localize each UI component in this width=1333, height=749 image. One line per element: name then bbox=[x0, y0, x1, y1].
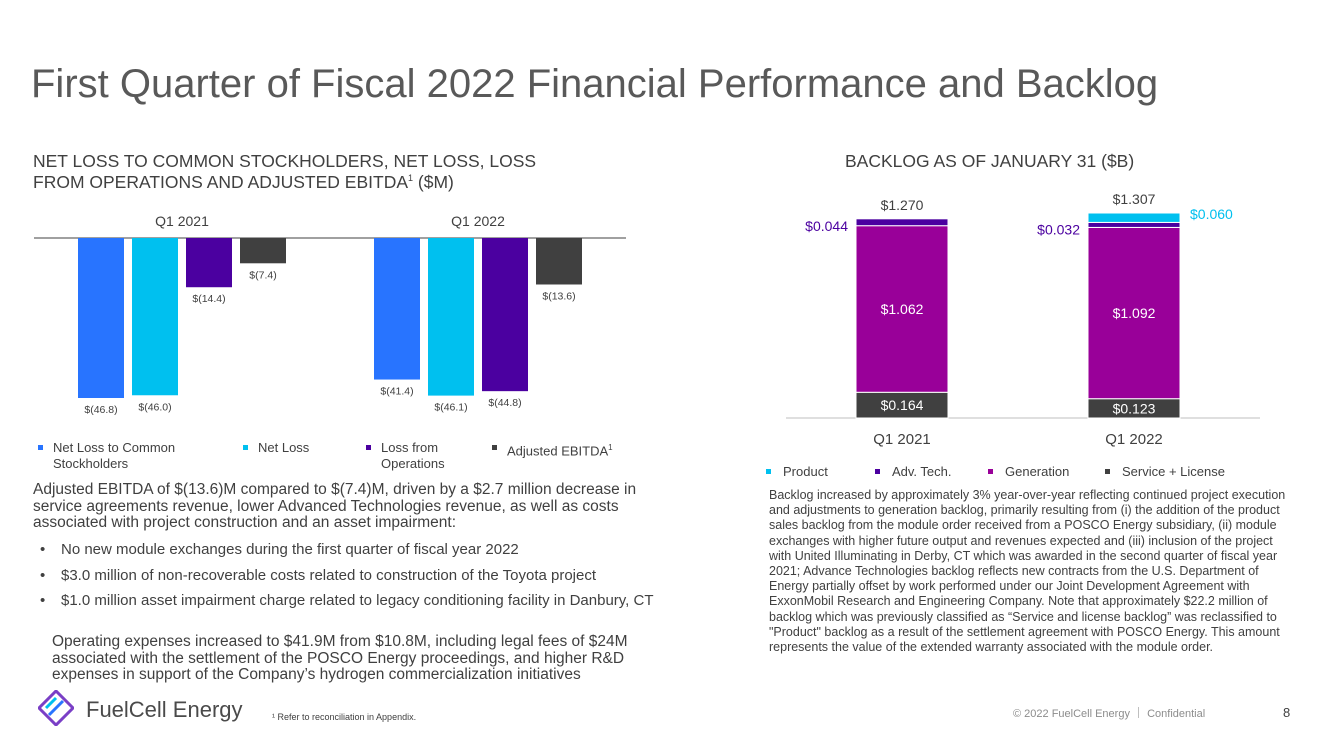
left-paragraph-1: Adjusted EBITDA of $(13.6)M compared to … bbox=[33, 481, 637, 531]
right-paragraph: Backlog increased by approximately 3% ye… bbox=[769, 488, 1286, 655]
data-label: $(7.4) bbox=[249, 269, 276, 281]
right-chart-subtitle: BACKLOG AS OF JANUARY 31 ($B) bbox=[845, 151, 1135, 171]
data-label: $(46.0) bbox=[138, 401, 171, 413]
legend-item: Generation bbox=[988, 464, 1069, 480]
category-label: Q1 2021 bbox=[873, 431, 931, 448]
legend-label: Loss from bbox=[381, 440, 439, 455]
bar bbox=[536, 238, 582, 285]
bar bbox=[428, 238, 474, 396]
bar bbox=[186, 238, 232, 288]
legend-swatch bbox=[492, 445, 497, 450]
segment-label: $1.062 bbox=[881, 301, 924, 317]
stacked-segment bbox=[855, 225, 949, 393]
total-label: $1.307 bbox=[1113, 191, 1156, 207]
bar bbox=[132, 238, 178, 396]
legend-swatch bbox=[766, 469, 771, 474]
segment-label: $0.123 bbox=[1113, 400, 1156, 416]
fuelcell-logo-text: FuelCell Energy bbox=[86, 697, 243, 722]
stacked-segment bbox=[1087, 226, 1181, 400]
footnote: ¹ Refer to reconciliation in Appendix. bbox=[272, 712, 417, 722]
legend-label: Generation bbox=[1005, 464, 1070, 479]
segment-label: $0.060 bbox=[1190, 206, 1233, 222]
left-subtitle-sup: 1 bbox=[408, 173, 414, 183]
legend-item: Net Loss bbox=[243, 440, 309, 456]
data-label: $(46.1) bbox=[434, 402, 467, 414]
segment-label: $1.092 bbox=[1113, 305, 1156, 321]
legend-swatch bbox=[1105, 469, 1110, 474]
legend-label: Net Loss bbox=[258, 440, 310, 455]
confidential-text: Confidential bbox=[1147, 708, 1206, 720]
left-subtitle-line1: NET LOSS TO COMMON STOCKHOLDERS, NET LOS… bbox=[33, 151, 537, 171]
legend-swatch bbox=[366, 445, 371, 450]
legend-item: Adv. Tech. bbox=[875, 464, 952, 480]
legend-item: Product bbox=[766, 464, 828, 480]
data-label: $(44.8) bbox=[488, 397, 521, 409]
left-paragraph-2: Operating expenses increased to $41.9M f… bbox=[52, 633, 628, 683]
bar bbox=[374, 238, 420, 380]
data-label: $(13.6) bbox=[542, 290, 575, 302]
legend-label: Service + License bbox=[1122, 464, 1225, 479]
segment-label: $0.032 bbox=[1037, 221, 1080, 237]
stacked-segment bbox=[855, 391, 949, 419]
left-bullet-list: No new module exchanges during the first… bbox=[33, 541, 673, 619]
category-label: Q1 2022 bbox=[1105, 431, 1163, 448]
category-label: Q1 2021 bbox=[155, 213, 209, 229]
left-subtitle-line2-wrap: FROM OPERATIONS AND ADJUSTED EBITDA1 ($M… bbox=[33, 170, 536, 191]
data-label: $(14.4) bbox=[192, 293, 225, 305]
left-bullet-item: No new module exchanges during the first… bbox=[33, 541, 673, 559]
legend-label: Product bbox=[783, 464, 828, 479]
left-subtitle-line2: FROM OPERATIONS AND ADJUSTED EBITDA bbox=[33, 171, 409, 192]
category-label: Q1 2022 bbox=[451, 213, 505, 229]
legend-item: Net Loss to Common Stockholders bbox=[38, 440, 175, 472]
stacked-segment bbox=[855, 218, 949, 227]
page-title: First Quarter of Fiscal 2022 Financial P… bbox=[31, 62, 1159, 106]
backlog-chart: $0.164 $1.062 $0.044 $1.270 Q1 2021 $0.123 $1.… bbox=[786, 191, 1260, 448]
segment-label: $0.044 bbox=[805, 218, 848, 234]
page-number: 8 bbox=[1283, 705, 1291, 720]
bar bbox=[482, 238, 528, 392]
left-chart-subtitle: NET LOSS TO COMMON STOCKHOLDERS, NET LOS… bbox=[33, 151, 537, 191]
legend-swatch bbox=[243, 445, 248, 450]
left-subtitle-unit: ($M) bbox=[413, 171, 454, 192]
data-label: $(41.4) bbox=[380, 386, 413, 398]
stacked-segment bbox=[1087, 212, 1181, 223]
footer-divider bbox=[1138, 707, 1140, 718]
backlog-chart-legend: Product Adv. Tech. Generation Service + Lic… bbox=[760, 464, 1280, 482]
stacked-segment bbox=[1087, 221, 1181, 228]
data-label: $(46.8) bbox=[84, 404, 117, 416]
bar bbox=[78, 238, 124, 398]
segment-label: $0.164 bbox=[881, 397, 924, 413]
copyright-text: © 2022 FuelCell Energy bbox=[1013, 708, 1130, 720]
legend-sup: 1 bbox=[608, 443, 613, 452]
legend-label: Net Loss to Common bbox=[53, 440, 176, 455]
legend-label: Adv. Tech. bbox=[892, 464, 952, 479]
legend-label-line2: Operations bbox=[381, 456, 445, 471]
bar bbox=[240, 238, 286, 264]
legend-label: Adjusted EBITDA1 bbox=[507, 443, 613, 459]
legend-item: Adjusted EBITDA1 bbox=[492, 440, 613, 459]
legend-swatch bbox=[875, 469, 880, 474]
copyright: © 2022 FuelCell Energy Confidential bbox=[1013, 707, 1205, 720]
net-loss-chart-legend: Net Loss to Common Stockholders Net Loss Lo… bbox=[0, 440, 650, 474]
left-bullet-item: $1.0 million asset impairment charge rel… bbox=[33, 592, 673, 610]
legend-label-line2: Stockholders bbox=[53, 456, 129, 471]
legend-swatch bbox=[988, 469, 993, 474]
legend-swatch bbox=[38, 445, 43, 450]
legend-item: Service + License bbox=[1105, 464, 1225, 480]
left-bullet-item: $3.0 million of non-recoverable costs re… bbox=[33, 567, 673, 585]
total-label: $1.270 bbox=[881, 197, 924, 213]
fuelcell-logo-icon bbox=[36, 688, 76, 728]
net-loss-chart: Q1 2021 $(46.8) $(46.0) $(14.4) $(7.4) Q1 202… bbox=[34, 213, 626, 416]
legend-item: Loss from Operations bbox=[366, 440, 445, 472]
